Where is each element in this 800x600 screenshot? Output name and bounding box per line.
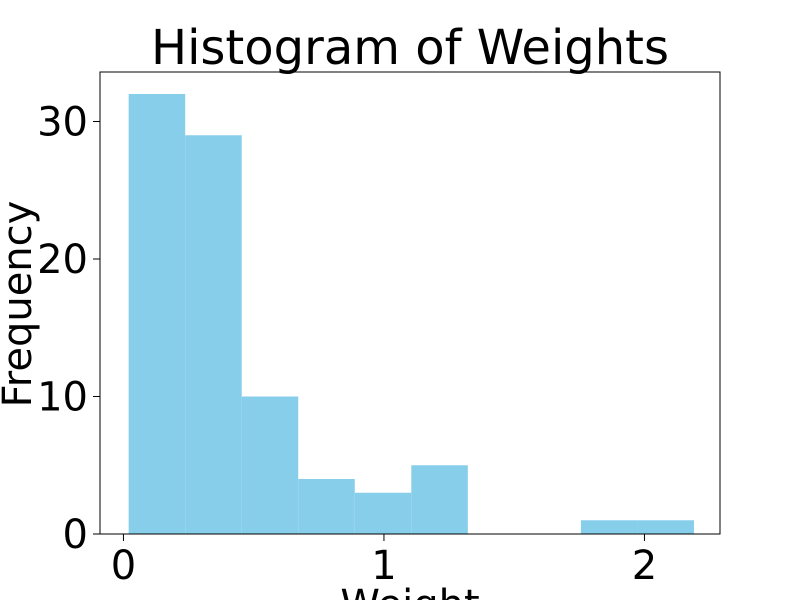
x-axis-label: Weight bbox=[340, 582, 479, 600]
chart-title: Histogram of Weights bbox=[151, 20, 669, 76]
y-axis-ticks: 0 10 20 30 bbox=[37, 100, 100, 558]
bars-layer bbox=[128, 94, 694, 534]
x-tick-label: 0 bbox=[111, 543, 136, 589]
histogram-bar bbox=[411, 465, 468, 534]
histogram-bar bbox=[580, 520, 638, 534]
histogram-bar bbox=[354, 492, 412, 534]
x-axis-ticks: 0 1 2 bbox=[111, 534, 657, 589]
histogram-bar bbox=[185, 135, 242, 534]
y-axis-label: Frequency bbox=[0, 201, 41, 408]
y-tick-label: 30 bbox=[37, 100, 88, 146]
plot-frame bbox=[99, 71, 721, 535]
histogram-bar bbox=[241, 396, 299, 534]
y-tick-label: 10 bbox=[37, 375, 88, 421]
y-tick-label: 0 bbox=[63, 512, 88, 558]
histogram-bar bbox=[298, 479, 355, 534]
x-tick-label: 1 bbox=[371, 543, 396, 589]
y-tick-label: 20 bbox=[37, 237, 88, 283]
histogram-bar bbox=[637, 520, 694, 534]
histogram-bar bbox=[128, 94, 186, 534]
x-tick-label: 2 bbox=[632, 543, 657, 589]
